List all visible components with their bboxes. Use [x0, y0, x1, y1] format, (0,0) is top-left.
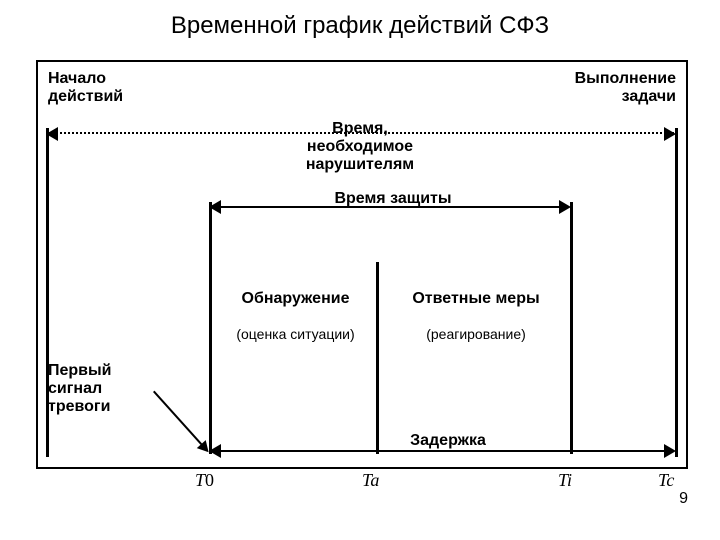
label-detection: Обнаружение (оценка ситуации) — [218, 272, 373, 344]
response-text: Ответные меры — [412, 290, 539, 307]
alarm-arrow — [153, 391, 208, 452]
axis-ta: Ta — [362, 470, 379, 491]
detection-sub: (оценка ситуации) — [236, 326, 354, 342]
label-start-actions: Начало действий — [48, 70, 123, 106]
label-response: Ответные меры (реагирование) — [386, 272, 566, 344]
bar-right — [675, 128, 678, 457]
page-number: 9 — [679, 490, 688, 508]
axis-t0: T0 — [195, 470, 214, 491]
detection-text: Обнаружение — [242, 290, 350, 307]
arrow-delay — [211, 450, 674, 452]
bar-ti — [570, 202, 573, 454]
bar-t0 — [209, 202, 212, 454]
label-intruder-time: Время, необходимое нарушителям — [270, 120, 450, 174]
label-protection-time: Время защиты — [328, 190, 458, 208]
label-delay: Задержка — [398, 432, 498, 450]
response-sub: (реагирование) — [426, 326, 526, 342]
diagram-title: Временной график действий СФЗ — [0, 0, 720, 46]
axis-ti: Ti — [558, 470, 572, 491]
bar-ta — [376, 262, 379, 454]
axis-tc: Tc — [658, 470, 674, 491]
label-first-alarm: Первый сигнал тревоги — [48, 362, 112, 416]
diagram-frame: Начало действий Выполнение задачи Время,… — [36, 60, 688, 469]
label-task-complete: Выполнение задачи — [575, 70, 676, 106]
